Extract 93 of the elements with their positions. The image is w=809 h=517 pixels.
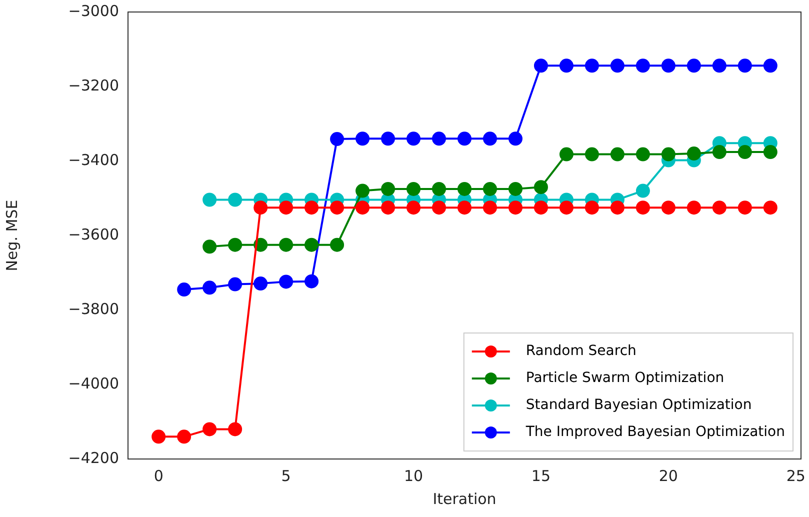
point (356, 184, 370, 198)
point (330, 132, 344, 146)
legend-label: Particle Swarm Optimization (526, 370, 724, 386)
x-tick-label: 15 (531, 466, 551, 485)
point (508, 200, 522, 215)
legend-label: Standard Bayesian Optimization (526, 397, 752, 414)
point (304, 200, 319, 215)
point (686, 200, 701, 215)
point (584, 147, 599, 162)
point (661, 58, 676, 73)
legend-label: The Improved Bayesian Optimization (524, 424, 786, 440)
point (356, 132, 370, 146)
point (661, 200, 676, 215)
point (304, 274, 319, 288)
y-tick-label: −3800 (68, 300, 119, 318)
point (738, 145, 752, 160)
point (202, 422, 217, 436)
point (763, 58, 778, 73)
point (636, 147, 650, 162)
point (738, 200, 752, 215)
point (432, 182, 446, 196)
legend-label: Random Search (526, 343, 636, 360)
y-tick-label: −3200 (68, 76, 119, 94)
point (202, 192, 217, 207)
point (432, 200, 446, 215)
point (763, 145, 778, 160)
point (330, 238, 344, 252)
point (152, 430, 166, 444)
point (228, 277, 242, 292)
point (482, 200, 497, 215)
x-tick-label: 25 (786, 466, 806, 485)
point (202, 240, 217, 254)
point (406, 132, 421, 146)
point (636, 200, 650, 215)
point (686, 58, 701, 73)
point (381, 182, 396, 196)
point (559, 58, 574, 73)
point (534, 200, 548, 215)
x-tick-label: 0 (154, 466, 164, 485)
y-tick-label: −3000 (68, 2, 119, 20)
x-tick-label: 20 (658, 466, 678, 485)
point (177, 282, 192, 297)
point (763, 200, 778, 215)
y-tick-label: −3400 (68, 150, 119, 169)
point (458, 182, 472, 196)
point (508, 132, 522, 146)
y-tick-label: −3600 (68, 225, 119, 244)
y-tick-label: −4000 (68, 374, 119, 392)
point (228, 422, 242, 436)
point (661, 147, 676, 162)
point (636, 184, 650, 198)
point (279, 238, 294, 252)
point (381, 132, 396, 146)
point (279, 200, 294, 215)
point (304, 238, 319, 252)
point (712, 58, 726, 73)
x-tick-label: 10 (404, 466, 424, 485)
point (406, 182, 421, 196)
point (406, 200, 421, 215)
point (254, 276, 268, 291)
point (534, 180, 548, 194)
point (458, 132, 472, 146)
point (584, 200, 599, 215)
point (279, 274, 294, 289)
point (228, 238, 242, 252)
point (508, 182, 522, 196)
point (330, 200, 344, 215)
point (482, 182, 497, 196)
point (381, 200, 396, 215)
point (534, 58, 548, 73)
point (610, 147, 624, 162)
point (356, 200, 370, 215)
point (482, 132, 497, 146)
point (712, 145, 726, 160)
y-tick-label: −4200 (68, 448, 119, 467)
y-axis-title: Neg. MSE (2, 200, 21, 272)
x-axis-title: Iteration (432, 490, 496, 508)
point (559, 147, 574, 162)
point (610, 200, 624, 215)
point (584, 58, 599, 73)
point (177, 430, 192, 444)
point (254, 200, 268, 215)
x-tick-label: 5 (281, 466, 291, 485)
point (686, 146, 701, 161)
point (636, 58, 650, 73)
point (458, 200, 472, 215)
point (712, 200, 726, 215)
point (610, 58, 624, 73)
point (202, 280, 217, 295)
point (228, 192, 242, 207)
point (738, 58, 752, 73)
point (559, 200, 574, 215)
point (432, 132, 446, 146)
